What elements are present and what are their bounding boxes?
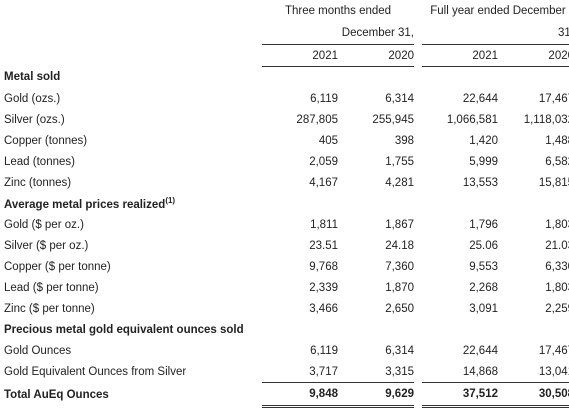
year-header-q2021: 2021 xyxy=(262,44,338,67)
table-row: Gold Equivalent Ounces from Silver 3,717 3… xyxy=(2,361,569,383)
row-label: Gold (ozs.) xyxy=(4,92,61,105)
total-fy2020: 30,508 xyxy=(498,382,569,408)
cell-fy2020: 15,815 xyxy=(538,176,569,189)
cell-fy2020: 13,041 xyxy=(538,365,569,378)
total-label: Total AuEq Ounces xyxy=(4,388,109,401)
table-row: Gold ($ per oz.) 1,811 1,867 1,796 1,803 xyxy=(2,214,569,235)
section-avg-prices: Average metal prices realized(1) xyxy=(2,193,262,214)
cell-q2020: 1,870 xyxy=(385,281,414,294)
cell-q2020: 7,360 xyxy=(385,260,414,273)
total-fy2021: 37,512 xyxy=(422,382,498,408)
cell-q2021: 4,167 xyxy=(309,176,338,189)
cell-fy2021: 1,420 xyxy=(469,134,498,147)
row-label: Copper ($ per tonne) xyxy=(4,260,111,273)
row-label: Silver (ozs.) xyxy=(4,113,65,126)
cell-q2020: 2,650 xyxy=(385,302,414,315)
table-row: Lead (tonnes) 2,059 1,755 5,999 6,582 xyxy=(2,151,569,172)
table-row: Copper (tonnes) 405 398 1,420 1,488 xyxy=(2,130,569,151)
cell-fy2020: 6,582 xyxy=(545,155,569,168)
cell-q2020: 6,314 xyxy=(385,92,414,105)
row-label: Copper (tonnes) xyxy=(4,134,88,147)
cell-fy2021: 2,268 xyxy=(469,281,498,294)
three-months-header-date: December 31, xyxy=(262,22,414,45)
cell-fy2020: 21.03 xyxy=(545,239,569,252)
year-header-fy2021: 2021 xyxy=(422,44,498,67)
row-label: Silver ($ per oz.) xyxy=(4,239,89,252)
cell-q2021: 9,768 xyxy=(309,260,338,273)
section-metal-sold: Metal sold xyxy=(4,71,61,84)
cell-q2020: 3,315 xyxy=(385,365,414,378)
total-q2021: 9,848 xyxy=(262,382,338,408)
table-row: Gold Ounces 6,119 6,314 22,644 17,467 xyxy=(2,340,569,361)
cell-fy2021: 3,091 xyxy=(469,302,498,315)
table-row: Silver ($ per oz.) 23.51 24.18 25.06 21.03 xyxy=(2,235,569,256)
table-row: Zinc ($ per tonne) 3,466 2,650 3,091 2,259 xyxy=(2,298,569,319)
cell-fy2020: 17,467 xyxy=(538,92,569,105)
row-label: Zinc ($ per tonne) xyxy=(4,302,95,315)
row-label: Lead ($ per tonne) xyxy=(4,281,99,294)
cell-q2021: 2,339 xyxy=(309,281,338,294)
table-row: Zinc (tonnes) 4,167 4,281 13,553 15,815 xyxy=(2,172,569,193)
cell-q2021: 6,119 xyxy=(310,344,338,357)
footnote-marker: (1) xyxy=(165,196,176,206)
cell-q2021: 3,466 xyxy=(309,302,338,315)
cell-fy2021: 1,066,581 xyxy=(446,113,498,126)
cell-fy2021: 9,553 xyxy=(469,260,498,273)
cell-q2020: 255,945 xyxy=(372,113,414,126)
cell-fy2020: 2,259 xyxy=(545,302,569,315)
table-row: Gold (ozs.) 6,119 6,314 22,644 17,467 xyxy=(2,88,569,109)
section-avg-prices-text: Average metal prices realized xyxy=(4,198,166,211)
cell-q2021: 6,119 xyxy=(310,92,338,105)
cell-fy2021: 22,644 xyxy=(462,344,498,357)
cell-q2020: 6,314 xyxy=(385,344,414,357)
table-row: Silver (ozs.) 287,805 255,945 1,066,581 1,11… xyxy=(2,109,569,130)
cell-q2021: 405 xyxy=(318,134,338,147)
full-year-header: Full year ended December xyxy=(430,5,566,17)
cell-q2020: 1,755 xyxy=(385,155,414,168)
cell-q2021: 2,059 xyxy=(309,155,338,168)
cell-fy2020: 1,118,032 xyxy=(523,113,569,126)
cell-fy2021: 25.06 xyxy=(469,239,498,252)
row-label: Gold Equivalent Ounces from Silver xyxy=(4,365,187,378)
cell-q2020: 398 xyxy=(394,134,414,147)
cell-fy2020: 6,330 xyxy=(545,260,569,273)
cell-fy2021: 1,796 xyxy=(469,218,498,231)
cell-q2021: 1,811 xyxy=(310,218,338,231)
cell-q2021: 23.51 xyxy=(309,239,338,252)
cell-fy2020: 1,803 xyxy=(545,281,569,294)
section-precious-metal: Precious metal gold equivalent ounces so… xyxy=(2,319,262,340)
cell-fy2021: 13,553 xyxy=(462,176,498,189)
cell-q2020: 24.18 xyxy=(385,239,414,252)
total-q2020: 9,629 xyxy=(338,382,414,408)
cell-q2020: 1,867 xyxy=(385,218,414,231)
year-header-q2020: 2020 xyxy=(338,44,414,67)
cell-q2021: 287,805 xyxy=(296,113,338,126)
row-label: Lead (tonnes) xyxy=(4,155,75,168)
cell-fy2021: 14,868 xyxy=(462,365,498,378)
cell-q2020: 4,281 xyxy=(385,176,414,189)
section-precious-metal-text: Precious metal gold equivalent ounces so… xyxy=(4,323,244,336)
full-year-header-date: 31, xyxy=(422,22,569,45)
year-header-fy2020: 2020 xyxy=(498,44,569,67)
cell-fy2020: 1,488 xyxy=(545,134,569,147)
cell-fy2020: 1,803 xyxy=(545,218,569,231)
table-row: Lead ($ per tonne) 2,339 1,870 2,268 1,803 xyxy=(2,277,569,298)
cell-fy2020: 17,467 xyxy=(538,344,569,357)
header-blank xyxy=(2,0,262,22)
cell-fy2021: 5,999 xyxy=(469,155,498,168)
cell-fy2021: 22,644 xyxy=(462,92,498,105)
three-months-header: Three months ended xyxy=(284,5,392,17)
cell-q2021: 3,717 xyxy=(309,365,338,378)
table-row: Copper ($ per tonne) 9,768 7,360 9,553 6,330 xyxy=(2,256,569,277)
row-label: Gold Ounces xyxy=(4,344,72,357)
row-label: Gold ($ per oz.) xyxy=(4,218,84,231)
row-label: Zinc (tonnes) xyxy=(4,176,72,189)
